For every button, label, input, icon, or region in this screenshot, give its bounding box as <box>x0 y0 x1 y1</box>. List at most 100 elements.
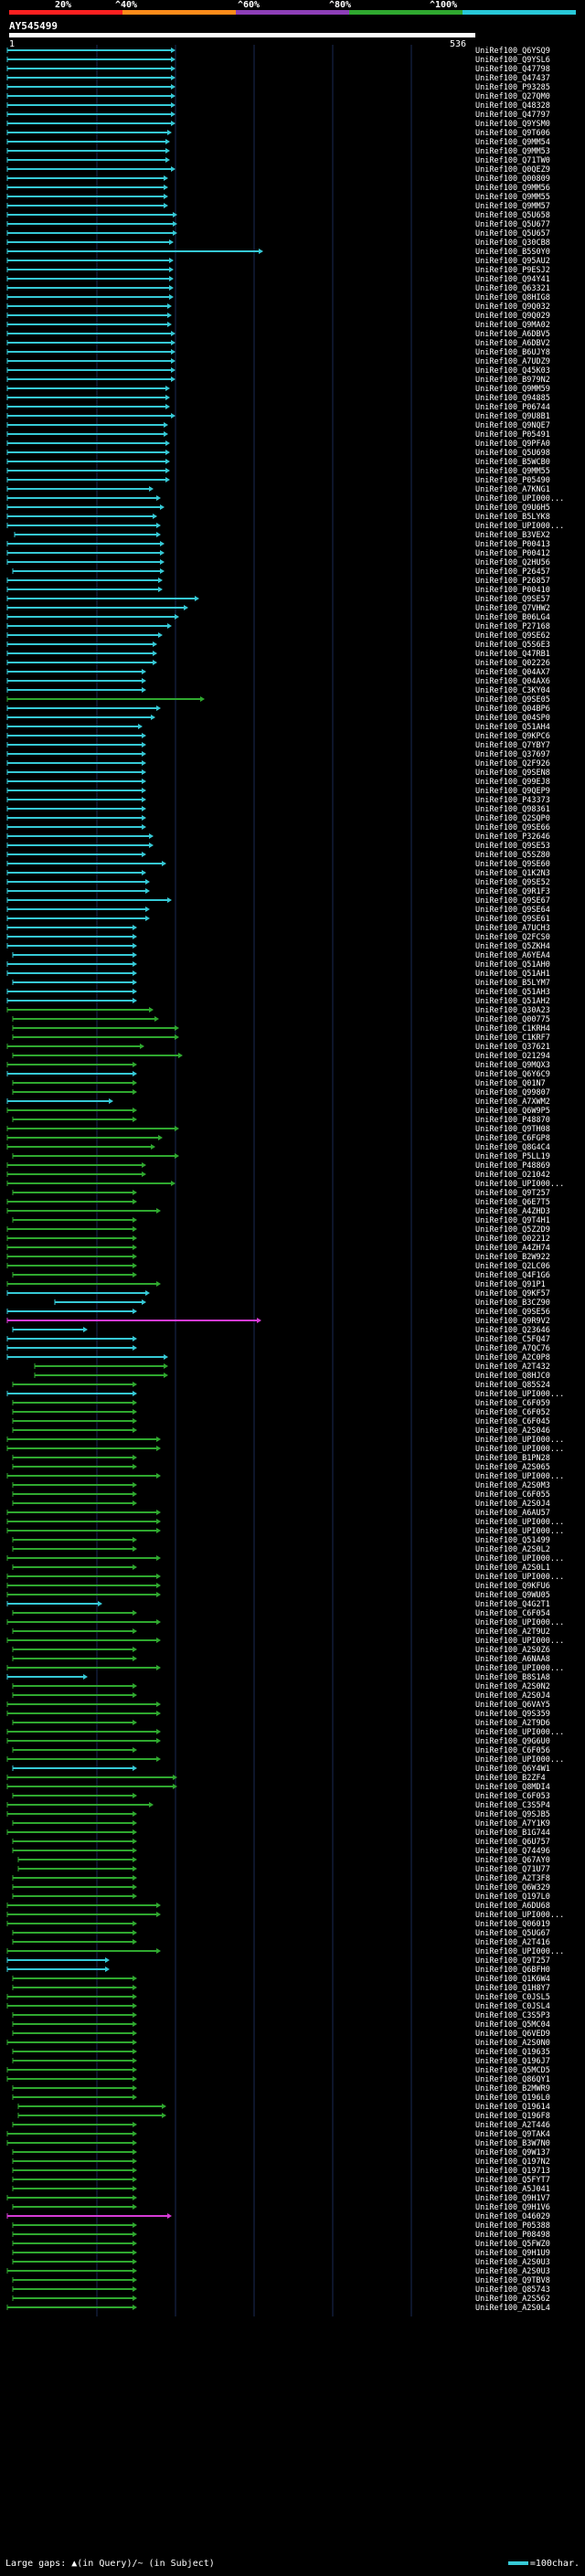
hit-row[interactable]: UniRef100_A2S0J4 <box>12 1691 550 1701</box>
hit-row[interactable]: UniRef100_A2T416 <box>12 1938 550 1947</box>
hit-row[interactable]: UniRef100_UPI000... <box>6 1573 564 1582</box>
hit-label[interactable]: UniRef100_A2S046 <box>475 1426 550 1436</box>
hit-label[interactable]: UniRef100_C3KY04 <box>475 686 550 695</box>
hit-label[interactable]: UniRef100_Q9TAK4 <box>475 2130 550 2139</box>
hit-label[interactable]: UniRef100_Q94Y41 <box>475 275 550 284</box>
hit-label[interactable]: UniRef100_A6DBV5 <box>475 330 550 339</box>
hit-label[interactable]: UniRef100_Q8G4C4 <box>475 1143 550 1152</box>
hit-row[interactable]: UniRef100_C1KRH4 <box>12 1024 550 1034</box>
hit-row[interactable]: UniRef100_Q51AH2 <box>6 997 550 1006</box>
hit-row[interactable]: UniRef100_Q7YBY7 <box>6 741 550 750</box>
hit-row[interactable]: UniRef100_P05491 <box>6 430 550 440</box>
hit-row[interactable]: UniRef100_B8S1A8 <box>6 1673 550 1682</box>
hit-row[interactable]: UniRef100_Q197L0 <box>12 1892 550 1902</box>
hit-row[interactable]: UniRef100_B1G744 <box>6 1829 550 1838</box>
hit-row[interactable]: UniRef100_Q9H1U9 <box>12 2249 550 2258</box>
hit-row[interactable]: UniRef100_Q5MCD5 <box>6 2066 550 2075</box>
hit-row[interactable]: UniRef100_Q4F1G6 <box>12 1271 550 1280</box>
hit-label[interactable]: UniRef100_UPI000... <box>475 1527 564 1536</box>
hit-label[interactable]: UniRef100_Q9SE57 <box>475 595 550 604</box>
hit-row[interactable]: UniRef100_Q6YSQ9 <box>6 47 550 56</box>
hit-label[interactable]: UniRef100_Q5U658 <box>475 211 550 220</box>
hit-row[interactable]: UniRef100_UPI000... <box>6 1518 564 1527</box>
hit-row[interactable]: UniRef100_UPI000... <box>6 1618 564 1627</box>
hit-row[interactable]: UniRef100_Q5ZKH4 <box>6 942 550 951</box>
hit-row[interactable]: UniRef100_Q95AU2 <box>6 257 550 266</box>
hit-row[interactable]: UniRef100_A7Y1K9 <box>12 1819 550 1829</box>
hit-row[interactable]: UniRef100_Q45K03 <box>6 366 550 376</box>
hit-row[interactable]: UniRef100_Q19635 <box>12 2048 550 2057</box>
hit-row[interactable]: UniRef100_Q63321 <box>6 284 550 293</box>
hit-row[interactable]: UniRef100_Q6BFH0 <box>6 1966 550 1975</box>
hit-row[interactable]: UniRef100_Q6U757 <box>12 1838 550 1847</box>
hit-label[interactable]: UniRef100_O21294 <box>475 1052 550 1061</box>
hit-label[interactable]: UniRef100_Q9MM55 <box>475 467 550 476</box>
hit-row[interactable]: UniRef100_P00413 <box>6 540 550 549</box>
hit-label[interactable]: UniRef100_Q6Y4W1 <box>475 1765 550 1774</box>
hit-label[interactable]: UniRef100_Q6VAY5 <box>475 1701 550 1710</box>
hit-label[interactable]: UniRef100_C0JSL4 <box>475 2002 550 2011</box>
hit-label[interactable]: UniRef100_B5WCB0 <box>475 458 550 467</box>
hit-row[interactable]: UniRef100_Q9T606 <box>6 129 550 138</box>
hit-row[interactable]: UniRef100_P00412 <box>6 549 550 558</box>
hit-row[interactable]: UniRef100_Q9MM53 <box>6 147 550 156</box>
hit-row[interactable]: UniRef100_UPI000... <box>6 522 564 531</box>
hit-label[interactable]: UniRef100_Q6VED9 <box>475 2030 550 2039</box>
hit-row[interactable]: UniRef100_A2T446 <box>12 2121 550 2130</box>
hit-row[interactable]: UniRef100_Q71U77 <box>17 1865 550 1874</box>
hit-label[interactable]: UniRef100_Q9MM54 <box>475 138 550 147</box>
hit-label[interactable]: UniRef100_A2C0P8 <box>475 1353 550 1362</box>
hit-row[interactable]: UniRef100_UPI000... <box>6 494 564 504</box>
hit-label[interactable]: UniRef100_UPI000... <box>475 494 564 504</box>
hit-row[interactable]: UniRef100_Q27QM0 <box>6 92 550 101</box>
hit-row[interactable]: UniRef100_Q9SE56 <box>6 1308 550 1317</box>
hit-label[interactable]: UniRef100_Q30CB8 <box>475 239 550 248</box>
hit-row[interactable]: UniRef100_Q2SQP0 <box>6 814 550 823</box>
hit-row[interactable]: UniRef100_Q04SP0 <box>6 714 550 723</box>
hit-label[interactable]: UniRef100_P26857 <box>475 577 550 586</box>
hit-row[interactable]: UniRef100_B2W922 <box>6 1253 550 1262</box>
hit-row[interactable]: UniRef100_Q9SE66 <box>6 823 550 832</box>
hit-row[interactable]: UniRef100_Q5U677 <box>6 220 550 229</box>
hit-row[interactable]: UniRef100_B1PN28 <box>12 1454 550 1463</box>
hit-row[interactable]: UniRef100_P5LL19 <box>12 1152 550 1161</box>
hit-label[interactable]: UniRef100_A2S0N2 <box>475 1682 550 1691</box>
hit-label[interactable]: UniRef100_Q9T606 <box>475 129 550 138</box>
hit-row[interactable]: UniRef100_B3VEX2 <box>14 531 550 540</box>
hit-row[interactable]: UniRef100_C6F054 <box>12 1609 550 1618</box>
hit-label[interactable]: UniRef100_Q9WU05 <box>475 1591 550 1600</box>
hit-label[interactable]: UniRef100_A2S0U3 <box>475 2267 550 2276</box>
hit-label[interactable]: UniRef100_C1KRF7 <box>475 1034 550 1043</box>
hit-label[interactable]: UniRef100_A2S0U3 <box>475 2258 550 2267</box>
hit-row[interactable]: UniRef100_A2S0U3 <box>6 2267 550 2276</box>
hit-label[interactable]: UniRef100_C6F059 <box>475 1399 550 1408</box>
hit-label[interactable]: UniRef100_Q9H1U9 <box>475 2249 550 2258</box>
hit-row[interactable]: UniRef100_Q48328 <box>6 101 550 111</box>
hit-row[interactable]: UniRef100_UPI000... <box>6 1390 564 1399</box>
hit-label[interactable]: UniRef100_Q19713 <box>475 2167 550 2176</box>
hit-row[interactable]: UniRef100_Q5U657 <box>6 229 550 239</box>
hit-label[interactable]: UniRef100_C6F052 <box>475 1408 550 1417</box>
hit-row[interactable]: UniRef100_Q04BP6 <box>6 705 550 714</box>
hit-label[interactable]: UniRef100_A6DU68 <box>475 1902 550 1911</box>
hit-row[interactable]: UniRef100_A7UDZ9 <box>6 357 550 366</box>
hit-row[interactable]: UniRef100_Q04AX6 <box>6 677 550 686</box>
hit-row[interactable]: UniRef100_Q6VAY5 <box>6 1701 550 1710</box>
hit-row[interactable]: UniRef100_Q94Y41 <box>6 275 550 284</box>
hit-label[interactable]: UniRef100_P00412 <box>475 549 550 558</box>
hit-row[interactable]: UniRef100_Q9KF57 <box>6 1289 550 1299</box>
hit-label[interactable]: UniRef100_Q9SE66 <box>475 823 550 832</box>
hit-row[interactable]: UniRef100_Q9YSM0 <box>6 120 550 129</box>
hit-label[interactable]: UniRef100_Q9U8B1 <box>475 412 550 421</box>
hit-row[interactable]: UniRef100_Q9T257 <box>6 1956 550 1966</box>
hit-row[interactable]: UniRef100_P26457 <box>12 567 550 577</box>
hit-label[interactable]: UniRef100_A2T446 <box>475 2121 550 2130</box>
hit-row[interactable]: UniRef100_Q02226 <box>6 659 550 668</box>
hit-label[interactable]: UniRef100_Q2SQP0 <box>475 814 550 823</box>
hit-row[interactable]: UniRef100_Q47797 <box>6 111 550 120</box>
hit-label[interactable]: UniRef100_UPI000... <box>475 1664 564 1673</box>
hit-label[interactable]: UniRef100_A5J041 <box>475 2185 550 2194</box>
hit-label[interactable]: UniRef100_A4ZHD3 <box>475 1207 550 1216</box>
hit-row[interactable]: UniRef100_Q6Y4W1 <box>12 1765 550 1774</box>
hit-label[interactable]: UniRef100_Q04AX6 <box>475 677 550 686</box>
